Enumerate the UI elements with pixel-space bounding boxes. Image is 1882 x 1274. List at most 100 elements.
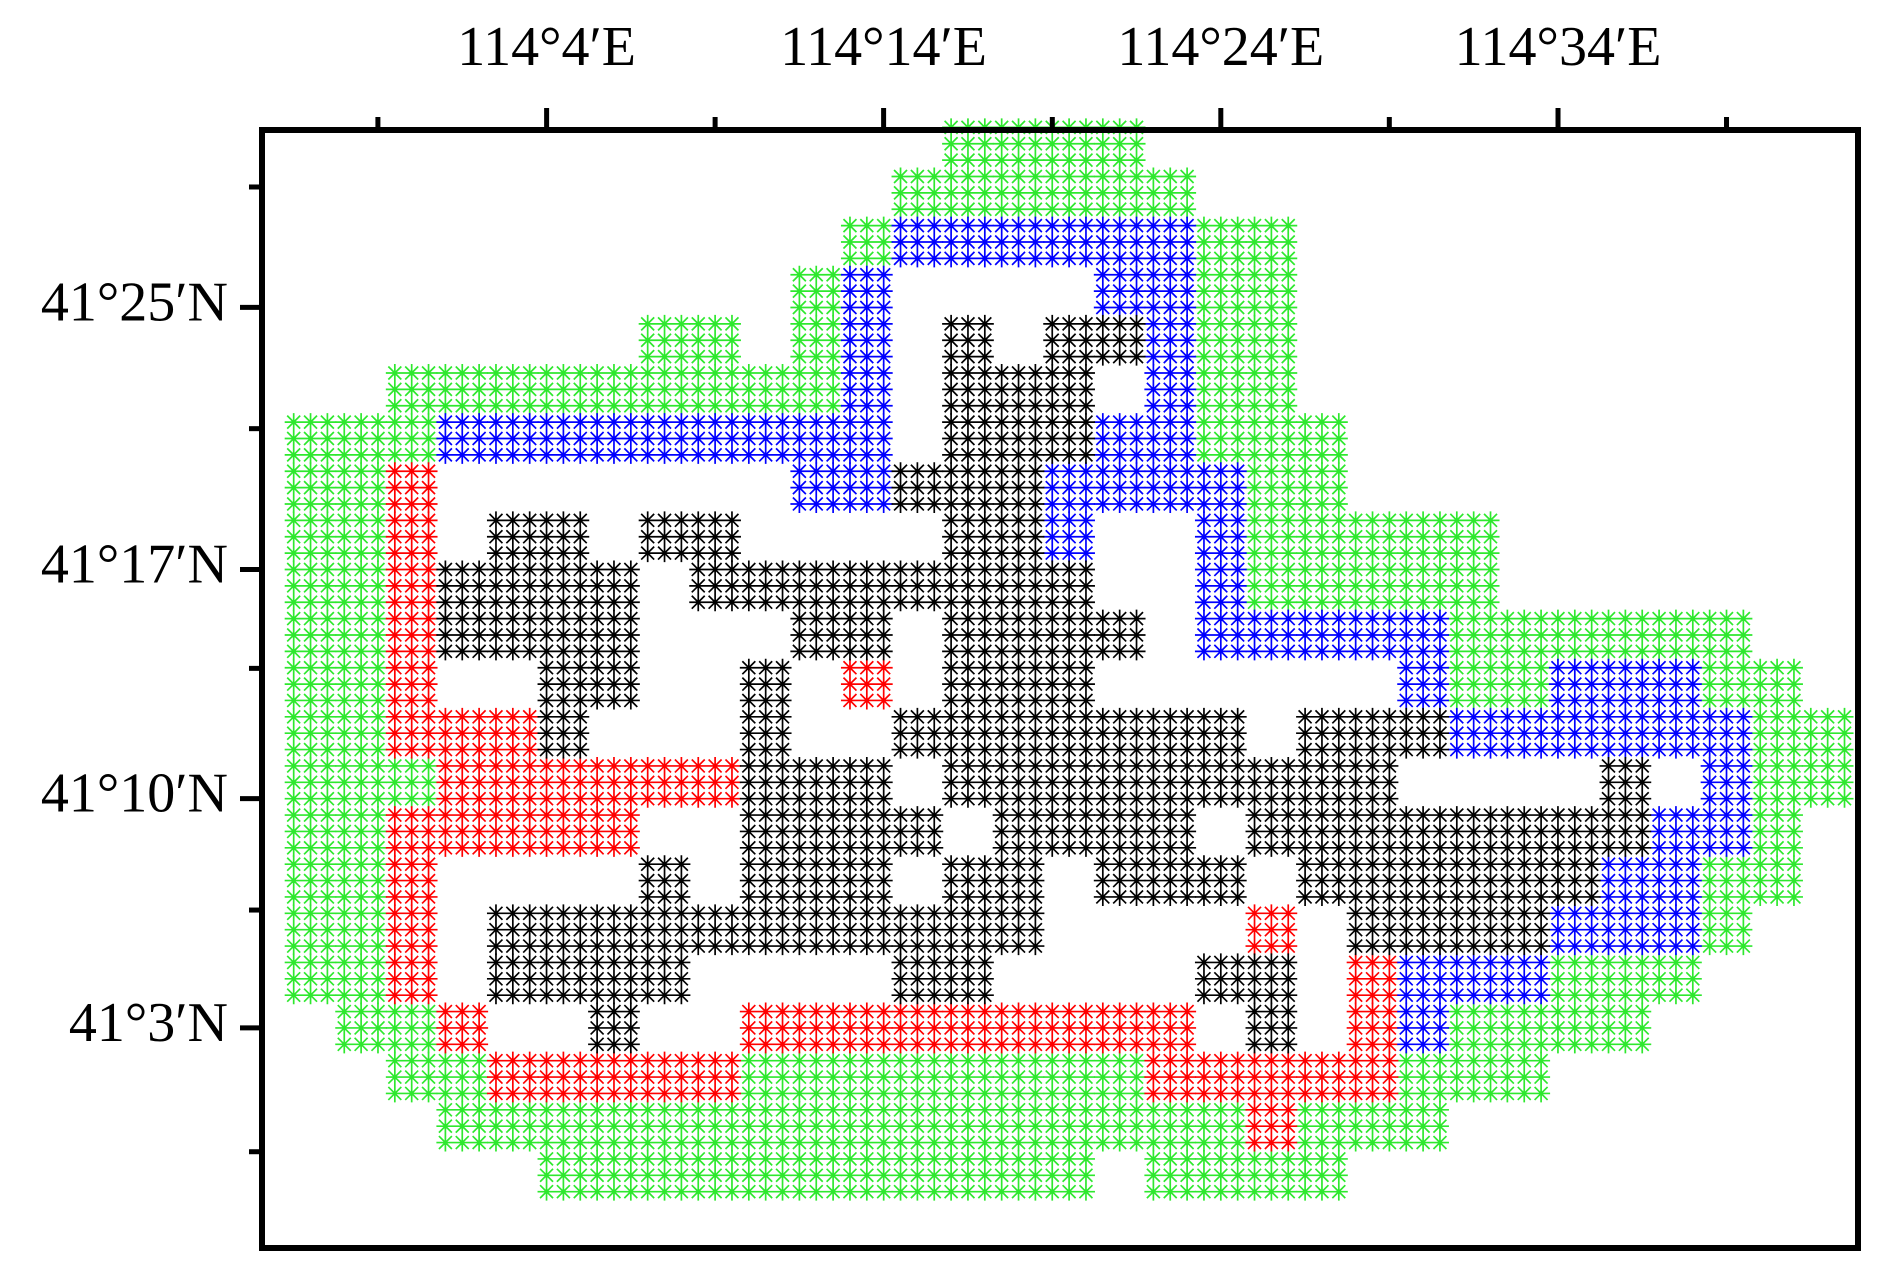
asterisk-point — [537, 413, 590, 464]
asterisk-point — [1245, 1149, 1298, 1201]
asterisk-point — [840, 1051, 893, 1103]
asterisk-point — [992, 462, 1045, 513]
asterisk-point — [385, 953, 438, 1005]
x-tick-label: 114°4′E — [457, 16, 636, 78]
asterisk-point — [1700, 658, 1753, 710]
asterisk-point — [840, 855, 893, 906]
asterisk-point — [1144, 216, 1197, 268]
asterisk-point — [588, 953, 640, 1005]
asterisk-point — [486, 953, 539, 1005]
asterisk-point — [1599, 1002, 1652, 1054]
asterisk-point — [436, 560, 489, 612]
asterisk-point — [1093, 462, 1146, 513]
asterisk-point — [891, 1100, 944, 1152]
asterisk-point — [790, 413, 843, 464]
asterisk-point — [1548, 658, 1601, 710]
asterisk-point — [1397, 1100, 1449, 1152]
asterisk-point — [840, 904, 893, 956]
asterisk-point — [335, 413, 387, 464]
asterisk-point — [588, 904, 640, 956]
asterisk-point — [1043, 756, 1095, 808]
asterisk-point — [1650, 953, 1702, 1005]
asterisk-point — [739, 1100, 792, 1152]
asterisk-point — [1043, 658, 1095, 710]
asterisk-point — [942, 314, 994, 366]
asterisk-point — [1245, 904, 1298, 956]
asterisk-point — [1751, 855, 1803, 906]
asterisk-point — [284, 462, 337, 513]
asterisk-point — [537, 363, 590, 415]
asterisk-point — [284, 658, 337, 710]
asterisk-point — [1397, 609, 1449, 661]
asterisk-point — [588, 1100, 640, 1152]
asterisk-point — [1599, 806, 1652, 857]
asterisk-point — [891, 167, 944, 219]
asterisk-point — [1144, 462, 1197, 513]
asterisk-point — [790, 1002, 843, 1054]
asterisk-point — [1144, 363, 1197, 415]
asterisk-point — [891, 806, 944, 857]
asterisk-point — [335, 855, 387, 906]
y-tick-label: 41°17′N — [41, 533, 228, 595]
asterisk-point — [790, 265, 843, 317]
asterisk-point — [486, 707, 539, 759]
asterisk-point — [486, 806, 539, 857]
asterisk-point — [891, 1002, 944, 1054]
asterisk-point — [1194, 462, 1247, 513]
asterisk-point — [1093, 707, 1146, 759]
asterisk-point — [689, 511, 741, 563]
asterisk-point — [1346, 806, 1399, 857]
asterisk-point — [1650, 707, 1702, 759]
asterisk-point — [1043, 1149, 1095, 1201]
asterisk-point — [1498, 658, 1551, 710]
asterisk-point — [1043, 413, 1095, 464]
asterisk-point — [992, 707, 1045, 759]
asterisk-point — [942, 216, 994, 268]
asterisk-point — [942, 363, 994, 415]
asterisk-point — [1194, 609, 1247, 661]
asterisk-point — [1245, 560, 1298, 612]
asterisk-point — [1447, 707, 1500, 759]
asterisk-point — [739, 855, 792, 906]
asterisk-point — [942, 1100, 994, 1152]
asterisk-point — [1144, 1149, 1197, 1201]
asterisk-point — [1194, 363, 1247, 415]
asterisk-point — [1245, 462, 1298, 513]
asterisk-point — [1397, 855, 1449, 906]
asterisk-point — [942, 560, 994, 612]
asterisk-point — [537, 511, 590, 563]
asterisk-point — [638, 904, 691, 956]
asterisk-point — [537, 658, 590, 710]
asterisk-point — [739, 707, 792, 759]
asterisk-point — [1194, 1051, 1247, 1103]
asterisk-point — [790, 806, 843, 857]
asterisk-point — [1296, 462, 1348, 513]
asterisk-point — [1397, 904, 1449, 956]
asterisk-point — [1751, 658, 1803, 710]
asterisk-point — [992, 855, 1045, 906]
asterisk-point — [385, 560, 438, 612]
asterisk-point — [1346, 1002, 1399, 1054]
marker-series — [284, 118, 1854, 1201]
asterisk-point — [739, 413, 792, 464]
asterisk-point — [335, 707, 387, 759]
asterisk-point — [1346, 855, 1399, 906]
asterisk-point — [689, 1100, 741, 1152]
asterisk-point — [1751, 806, 1803, 857]
asterisk-point — [385, 1002, 438, 1054]
asterisk-point — [486, 1051, 539, 1103]
asterisk-point — [486, 904, 539, 956]
asterisk-point — [537, 707, 590, 759]
asterisk-point — [891, 560, 944, 612]
asterisk-point — [385, 363, 438, 415]
asterisk-point — [1346, 707, 1399, 759]
asterisk-point — [537, 806, 590, 857]
asterisk-point — [891, 216, 944, 268]
asterisk-point — [1447, 1002, 1500, 1054]
asterisk-point — [992, 1002, 1045, 1054]
asterisk-point — [1144, 1002, 1197, 1054]
asterisk-point — [436, 1051, 489, 1103]
asterisk-point — [1296, 1149, 1348, 1201]
asterisk-point — [638, 953, 691, 1005]
